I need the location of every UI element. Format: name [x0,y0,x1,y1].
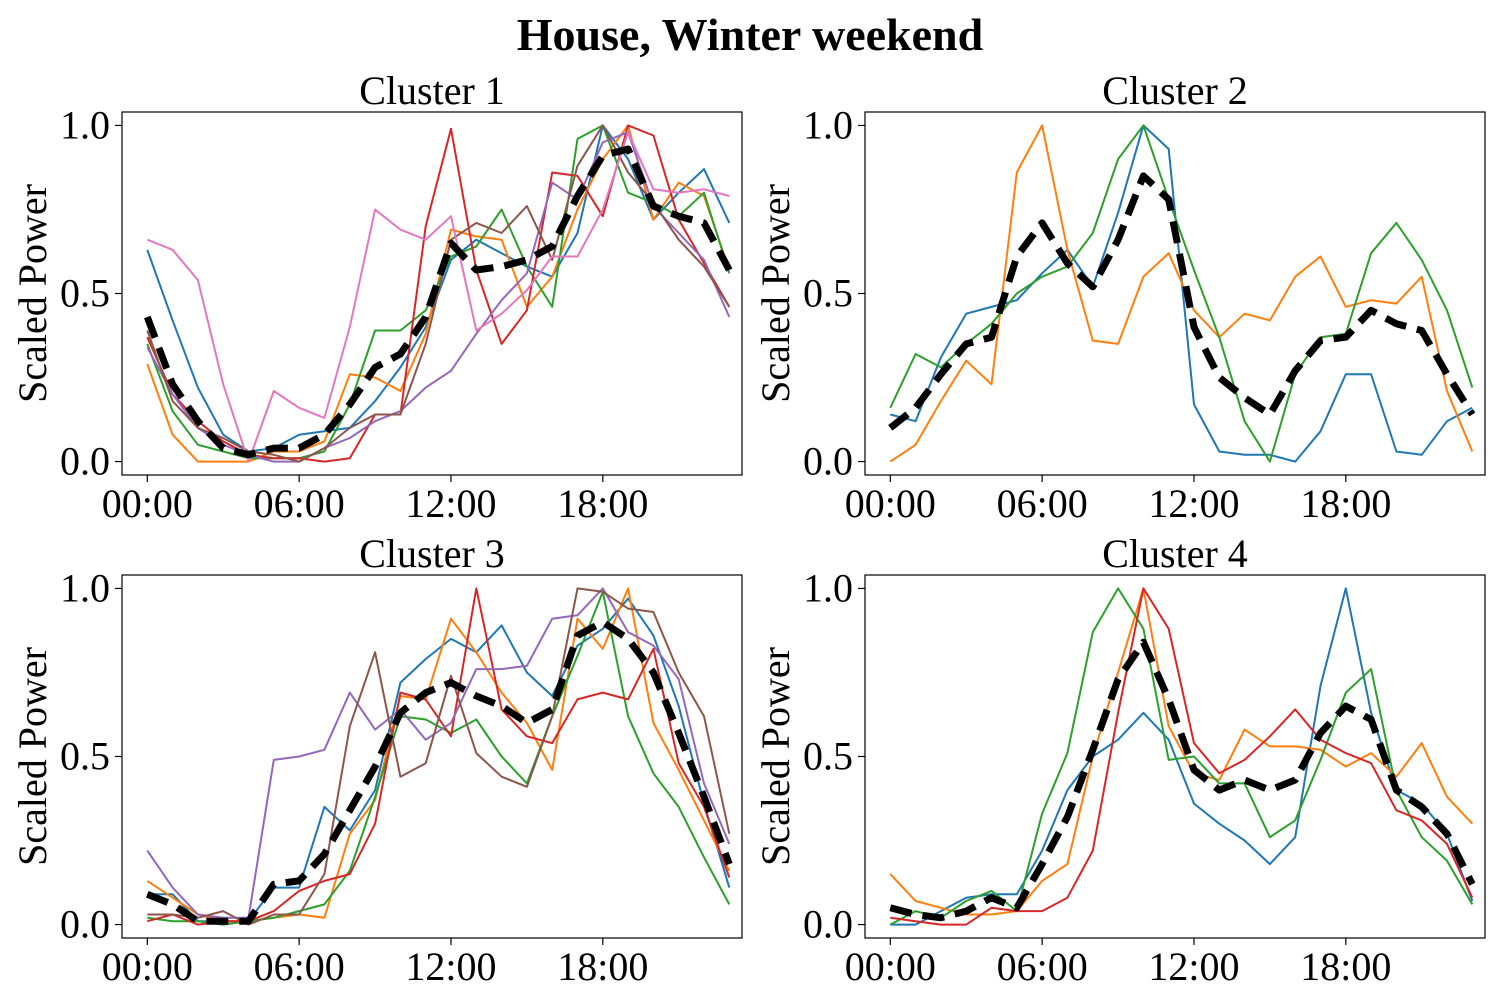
series-line-3 [889,587,1474,926]
y-tick-label: 0.0 [803,439,853,484]
x-tick-label: 12:00 [405,944,496,989]
series-line-3 [889,124,1474,463]
x-tick-label: 12:00 [405,481,496,526]
y-tick-label: 1.0 [803,102,853,147]
series-line-2 [146,587,731,923]
x-tick-label: 18:00 [1300,944,1391,989]
series-line-1 [890,124,1473,463]
plot-frame [864,111,1486,476]
plot-frame [864,574,1486,939]
x-tick-label: 18:00 [557,481,648,526]
series-line-2 [889,587,1474,916]
y-axis-label: Scaled Power [10,647,55,866]
y-tick-label: 0.5 [60,734,110,779]
series-line-7 [146,131,730,463]
x-tick-label: 06:00 [997,944,1088,989]
x-tick-label: 00:00 [102,944,193,989]
y-tick-label: 0.0 [803,902,853,947]
x-tick-label: 18:00 [1300,481,1391,526]
y-axis-label: Scaled Power [753,647,798,866]
y-tick-label: 0.5 [803,734,853,779]
series-line-3 [147,590,731,926]
y-tick-label: 0.5 [803,271,853,316]
x-tick-label: 12:00 [1148,481,1239,526]
plot-frame [121,111,743,476]
x-tick-label: 00:00 [102,481,193,526]
y-tick-label: 1.0 [803,565,853,610]
y-tick-label: 1.0 [60,565,110,610]
subplot-title: Cluster 3 [359,531,505,576]
y-tick-label: 0.0 [60,439,110,484]
series-line-1 [147,597,731,923]
mean-line [888,172,1476,431]
subplot-title: Cluster 1 [359,68,505,113]
x-tick-label: 06:00 [997,481,1088,526]
x-tick-label: 12:00 [1148,944,1239,989]
series-line-2 [889,124,1474,463]
subplot-title: Cluster 2 [1102,68,1248,113]
y-tick-label: 0.0 [60,902,110,947]
x-tick-label: 00:00 [845,481,936,526]
series-line-4 [890,587,1474,926]
series-line-5 [146,587,731,919]
y-axis-label: Scaled Power [10,184,55,403]
mean-line [146,618,733,925]
x-tick-label: 06:00 [254,481,345,526]
figure-title: House, Winter weekend [516,9,984,60]
x-tick-label: 06:00 [254,944,345,989]
mean-line [144,145,733,459]
subplot-title: Cluster 4 [1102,531,1248,576]
x-tick-label: 18:00 [557,944,648,989]
mean-line [889,638,1476,922]
y-axis-label: Scaled Power [753,184,798,403]
y-tick-label: 1.0 [60,102,110,147]
plot-frame [121,574,743,939]
x-tick-label: 00:00 [845,944,936,989]
y-tick-label: 0.5 [60,271,110,316]
